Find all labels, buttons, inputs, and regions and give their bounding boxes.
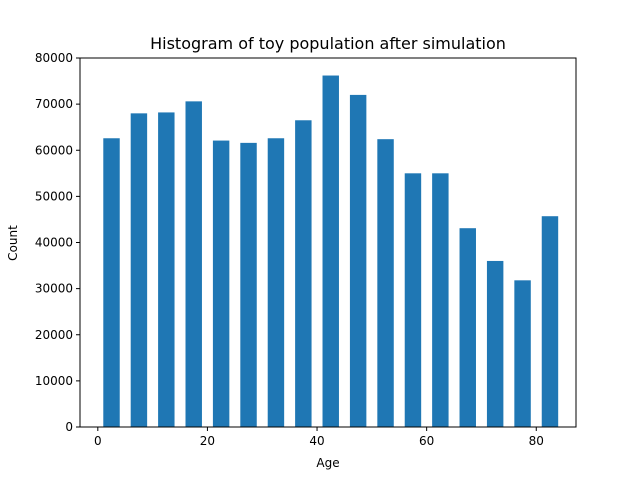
x-tick-label: 0 (94, 434, 102, 448)
y-tick-label: 0 (65, 420, 73, 434)
histogram-bar (377, 139, 394, 427)
histogram-bar (295, 120, 312, 428)
histogram-bar (514, 280, 531, 427)
histogram-bar (432, 173, 449, 427)
x-tick-label: 40 (309, 434, 324, 448)
histogram-bar (404, 173, 422, 427)
y-tick-label: 50000 (35, 189, 73, 203)
histogram-bar (349, 94, 367, 428)
chart-title: Histogram of toy population after simula… (150, 34, 506, 53)
histogram-bar (158, 112, 175, 428)
y-axis-ticks: 0 10000 20000 30000 40000 50000 60000 70000 8000… (35, 51, 80, 434)
x-axis-label: Age (316, 456, 339, 470)
y-tick-label: 70000 (35, 97, 73, 111)
x-tick-label: 20 (200, 434, 215, 448)
y-axis-label: Count (6, 225, 20, 261)
x-tick-label: 60 (419, 434, 434, 448)
y-tick-label: 40000 (35, 236, 73, 250)
y-tick-label: 20000 (35, 328, 73, 342)
bars-group (103, 75, 559, 428)
y-tick-label: 60000 (35, 143, 73, 157)
y-tick-label: 10000 (35, 374, 73, 388)
y-tick-label: 80000 (35, 51, 73, 65)
histogram-bar (103, 138, 120, 427)
histogram-bar (322, 75, 339, 427)
x-axis-ticks: 0 20 40 60 80 (94, 427, 544, 448)
histogram-bar (267, 138, 285, 427)
histogram-bar (459, 228, 476, 427)
histogram-bar (130, 113, 148, 427)
histogram-bar (486, 260, 504, 427)
histogram-bar (240, 142, 257, 427)
histogram-bar (185, 101, 202, 428)
histogram-bar (541, 216, 559, 427)
x-tick-label: 80 (529, 434, 544, 448)
y-tick-label: 30000 (35, 282, 73, 296)
histogram-bar (212, 140, 230, 427)
